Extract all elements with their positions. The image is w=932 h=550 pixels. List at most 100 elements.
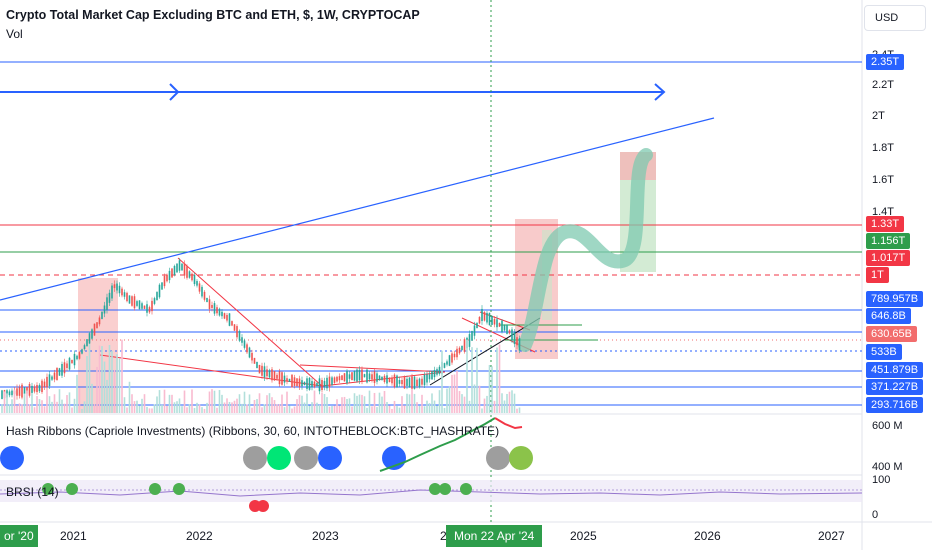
candle-body[interactable] xyxy=(48,374,51,386)
brsi-dot[interactable] xyxy=(149,483,161,495)
volume-bar[interactable] xyxy=(13,389,16,413)
volume-bar[interactable] xyxy=(248,394,251,413)
volume-bar[interactable] xyxy=(393,400,396,413)
volume-bar[interactable] xyxy=(58,389,61,413)
candle-body[interactable] xyxy=(428,374,431,380)
candle-body[interactable] xyxy=(98,317,101,325)
candle-body[interactable] xyxy=(223,313,226,319)
candle-body[interactable] xyxy=(298,378,301,388)
candle-body[interactable] xyxy=(301,380,303,387)
candle-body[interactable] xyxy=(308,377,311,390)
volume-bar[interactable] xyxy=(71,407,73,413)
candle-body[interactable] xyxy=(68,357,71,370)
candle-body[interactable] xyxy=(193,274,196,285)
candle-body[interactable] xyxy=(376,373,378,382)
volume-bar[interactable] xyxy=(136,400,138,413)
candle-body[interactable] xyxy=(316,383,318,387)
volume-bar[interactable] xyxy=(416,402,418,413)
volume-bar[interactable] xyxy=(226,398,228,413)
candle-body[interactable] xyxy=(161,282,163,290)
volume-bar[interactable] xyxy=(146,406,148,413)
volume-bar[interactable] xyxy=(86,356,88,413)
volume-bar[interactable] xyxy=(6,393,8,413)
candle-body[interactable] xyxy=(363,374,366,378)
candle-body[interactable] xyxy=(371,374,373,380)
volume-bar[interactable] xyxy=(261,407,263,413)
volume-bar[interactable] xyxy=(96,366,98,413)
candle-body[interactable] xyxy=(478,316,481,324)
volume-bar[interactable] xyxy=(401,396,403,413)
volume-bar[interactable] xyxy=(403,405,406,413)
candle-body[interactable] xyxy=(506,324,508,334)
volume-bar[interactable] xyxy=(11,399,13,413)
hash-dot[interactable] xyxy=(267,446,291,470)
volume-bar[interactable] xyxy=(138,405,141,413)
candle-body[interactable] xyxy=(518,338,521,351)
volume-bar[interactable] xyxy=(48,396,51,413)
candle-body[interactable] xyxy=(373,371,376,383)
volume-bar[interactable] xyxy=(353,393,356,413)
candle-body[interactable] xyxy=(498,322,501,327)
volume-bar[interactable] xyxy=(341,397,343,413)
volume-bar[interactable] xyxy=(378,392,381,413)
candle-body[interactable] xyxy=(216,307,218,314)
volume-bar[interactable] xyxy=(386,401,388,413)
candle-body[interactable] xyxy=(251,352,253,361)
volume-bar[interactable] xyxy=(191,389,193,413)
candle-body[interactable] xyxy=(16,388,18,396)
candle-body[interactable] xyxy=(473,325,476,336)
volume-bar[interactable] xyxy=(478,385,481,413)
candle-body[interactable] xyxy=(443,363,446,368)
candle-body[interactable] xyxy=(341,375,343,381)
volume-bar[interactable] xyxy=(441,350,443,413)
candle-body[interactable] xyxy=(491,315,493,325)
volume-bar[interactable] xyxy=(103,361,106,413)
candle-body[interactable] xyxy=(121,288,123,296)
candle-body[interactable] xyxy=(348,374,351,379)
candle-body[interactable] xyxy=(186,266,188,278)
volume-bar[interactable] xyxy=(343,396,346,413)
volume-bar[interactable] xyxy=(168,394,171,413)
candle-body[interactable] xyxy=(276,374,278,379)
candle-body[interactable] xyxy=(206,298,208,302)
candle-body[interactable] xyxy=(138,300,141,310)
candle-body[interactable] xyxy=(438,366,441,374)
candle-body[interactable] xyxy=(208,299,211,310)
volume-bar[interactable] xyxy=(281,394,283,413)
candle-body[interactable] xyxy=(103,305,106,314)
wedge-line[interactable] xyxy=(177,257,323,387)
candle-body[interactable] xyxy=(243,340,246,348)
volume-bar[interactable] xyxy=(461,394,463,413)
volume-bar[interactable] xyxy=(408,394,411,413)
volume-bar[interactable] xyxy=(323,393,326,413)
candle-body[interactable] xyxy=(218,308,221,316)
candle-body[interactable] xyxy=(133,296,136,309)
volume-bar[interactable] xyxy=(518,407,521,413)
volume-bar[interactable] xyxy=(513,393,516,413)
volume-bar[interactable] xyxy=(376,407,378,413)
candle-body[interactable] xyxy=(158,284,161,298)
candle-body[interactable] xyxy=(101,311,103,319)
volume-bar[interactable] xyxy=(383,390,386,413)
candle-body[interactable] xyxy=(306,378,308,389)
volume-bar[interactable] xyxy=(466,339,468,413)
volume-bar[interactable] xyxy=(206,402,208,413)
candle-body[interactable] xyxy=(358,369,361,381)
volume-bar[interactable] xyxy=(288,405,291,413)
candle-body[interactable] xyxy=(416,379,418,387)
candle-body[interactable] xyxy=(431,371,433,380)
volume-bar[interactable] xyxy=(458,391,461,413)
volume-bar[interactable] xyxy=(271,397,273,413)
volume-bar[interactable] xyxy=(31,395,33,413)
candle-body[interactable] xyxy=(106,297,108,311)
candle-body[interactable] xyxy=(236,326,238,338)
candle-body[interactable] xyxy=(148,307,151,313)
brsi-dot[interactable] xyxy=(173,483,185,495)
volume-bar[interactable] xyxy=(516,408,518,413)
candle-body[interactable] xyxy=(38,384,41,392)
volume-bar[interactable] xyxy=(163,389,166,413)
volume-bar[interactable] xyxy=(486,395,488,413)
volume-bar[interactable] xyxy=(473,384,476,413)
candle-body[interactable] xyxy=(471,330,473,341)
